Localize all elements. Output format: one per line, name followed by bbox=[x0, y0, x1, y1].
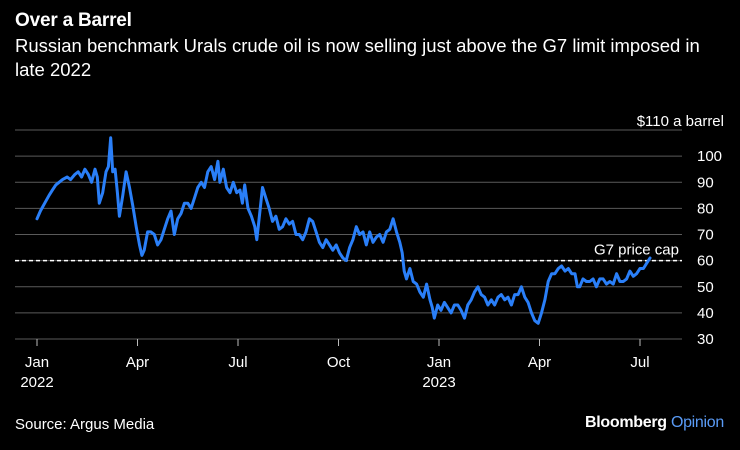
y-tick-label-50: 50 bbox=[697, 279, 714, 296]
y-tick-label-70: 70 bbox=[697, 227, 714, 244]
y-tick-label-80: 80 bbox=[697, 200, 714, 217]
y-tick-label-100: 100 bbox=[697, 148, 722, 165]
brand-sub: Opinion bbox=[670, 414, 724, 431]
brand-logo: Bloomberg Opinion bbox=[585, 414, 724, 432]
price-cap-label: G7 price cap bbox=[594, 242, 679, 259]
x-tick-label-6: Jul bbox=[228, 354, 247, 371]
brand-main: Bloomberg bbox=[585, 414, 667, 431]
x-tick-year-0: 2022 bbox=[20, 374, 53, 391]
chart-title: Over a Barrel bbox=[15, 10, 132, 31]
y-tick-label-40: 40 bbox=[697, 305, 714, 322]
x-tick-label-15: Apr bbox=[528, 354, 551, 371]
series-line-urals bbox=[35, 136, 652, 325]
y-tick-label-110: $110 a barrel bbox=[637, 113, 724, 130]
x-tick-label-18: Jul bbox=[630, 354, 649, 371]
y-tick-label-60: 60 bbox=[697, 253, 714, 270]
series-group bbox=[35, 136, 652, 325]
x-tick-label-12: Jan bbox=[427, 354, 451, 371]
x-tick-label-3: Apr bbox=[126, 354, 149, 371]
y-tick-label-30: 30 bbox=[697, 331, 714, 348]
y-axis: $110 a barrel 100 90 80 70 60 50 40 30 bbox=[637, 113, 724, 348]
chart-subtitle: Russian benchmark Urals crude oil is now… bbox=[15, 35, 700, 80]
y-tick-label-90: 90 bbox=[697, 174, 714, 191]
x-tick-year-12: 2023 bbox=[422, 374, 455, 391]
reference-line-group: G7 price cap bbox=[15, 242, 682, 262]
source-note: Source: Argus Media bbox=[15, 416, 155, 433]
x-tick-label-0: Jan bbox=[25, 354, 49, 371]
x-axis: Jan 2022 Apr Jul Oct Jan 2023 Apr Jul bbox=[20, 339, 650, 391]
x-tick-label-9: Oct bbox=[327, 354, 351, 371]
grid-lines bbox=[15, 129, 682, 340]
